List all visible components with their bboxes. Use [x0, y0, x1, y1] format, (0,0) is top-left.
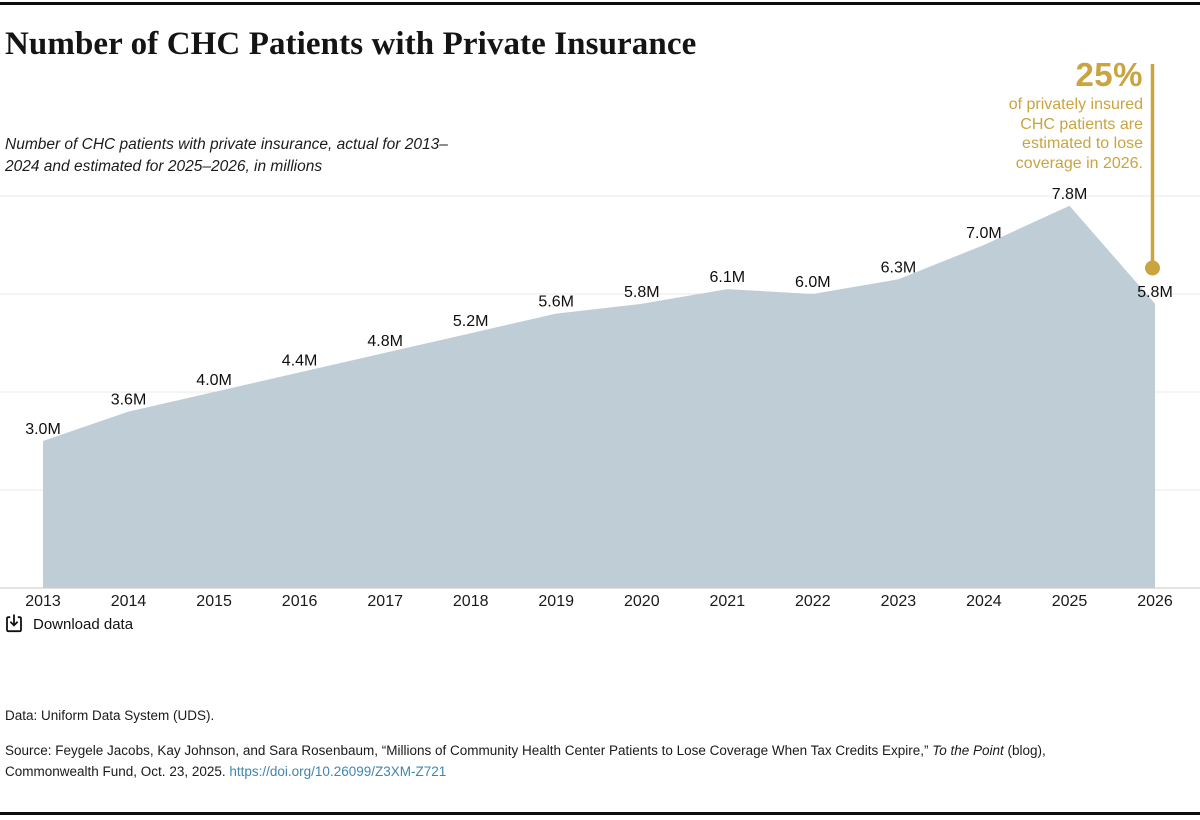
- data-label: 5.2M: [453, 313, 489, 330]
- x-tick-label: 2016: [282, 593, 318, 610]
- callout-text: of privately insured CHC patients are es…: [1008, 96, 1143, 172]
- data-label: 5.8M: [624, 284, 660, 301]
- x-tick-label: 2018: [453, 593, 489, 610]
- download-data-label: Download data: [33, 615, 134, 633]
- x-tick-label: 2015: [196, 593, 232, 610]
- source-publication: To the Point: [932, 743, 1004, 758]
- data-label: 4.8M: [367, 333, 403, 350]
- x-tick-label: 2023: [881, 593, 917, 610]
- source-suffix: (blog), Commonwealth Fund, Oct. 23, 2025…: [5, 743, 1046, 779]
- x-tick-label: 2019: [538, 593, 574, 610]
- area-series: [43, 205, 1155, 589]
- data-label: 5.8M: [1137, 284, 1173, 301]
- x-tick-label: 2024: [966, 593, 1002, 610]
- page-title: Number of CHC Patients with Private Insu…: [5, 26, 697, 62]
- x-tick-label: 2017: [367, 593, 403, 610]
- callout-percentage: 25%: [1075, 56, 1143, 93]
- callout-pointer-dot: [1145, 260, 1160, 276]
- download-data-button[interactable]: Download data: [4, 613, 133, 635]
- data-label: 3.0M: [25, 421, 61, 438]
- data-label: 7.8M: [1052, 186, 1088, 203]
- data-label: 6.1M: [710, 269, 746, 286]
- data-label: 3.6M: [111, 392, 147, 409]
- x-tick-label: 2013: [25, 593, 61, 610]
- x-tick-label: 2020: [624, 593, 660, 610]
- data-label: 4.4M: [282, 352, 318, 369]
- data-label: 7.0M: [966, 225, 1002, 242]
- page-subtitle: Number of CHC patients with private insu…: [5, 136, 448, 175]
- top-rule: [0, 2, 1200, 5]
- data-note: Data: Uniform Data System (UDS).: [5, 708, 215, 723]
- x-tick-label: 2025: [1052, 593, 1088, 610]
- download-icon: [6, 614, 22, 633]
- x-tick-label: 2022: [795, 593, 831, 610]
- x-tick-label: 2021: [710, 593, 746, 610]
- data-label: 6.0M: [795, 274, 831, 291]
- data-label: 6.3M: [881, 259, 917, 276]
- doi-link[interactable]: https://doi.org/10.26099/Z3XM-Z721: [229, 763, 447, 779]
- x-tick-label: 2014: [111, 593, 147, 610]
- data-label: 5.6M: [538, 294, 574, 311]
- data-label: 4.0M: [196, 372, 232, 389]
- source-text: Source: Feygele Jacobs, Kay Johnson, and…: [5, 743, 933, 758]
- source-note: Source: Feygele Jacobs, Kay Johnson, and…: [5, 741, 1140, 782]
- bottom-rule: [0, 812, 1200, 815]
- x-tick-label: 2026: [1137, 593, 1173, 610]
- callout-annotation: 25% of privately insured CHC patients ar…: [933, 58, 1143, 173]
